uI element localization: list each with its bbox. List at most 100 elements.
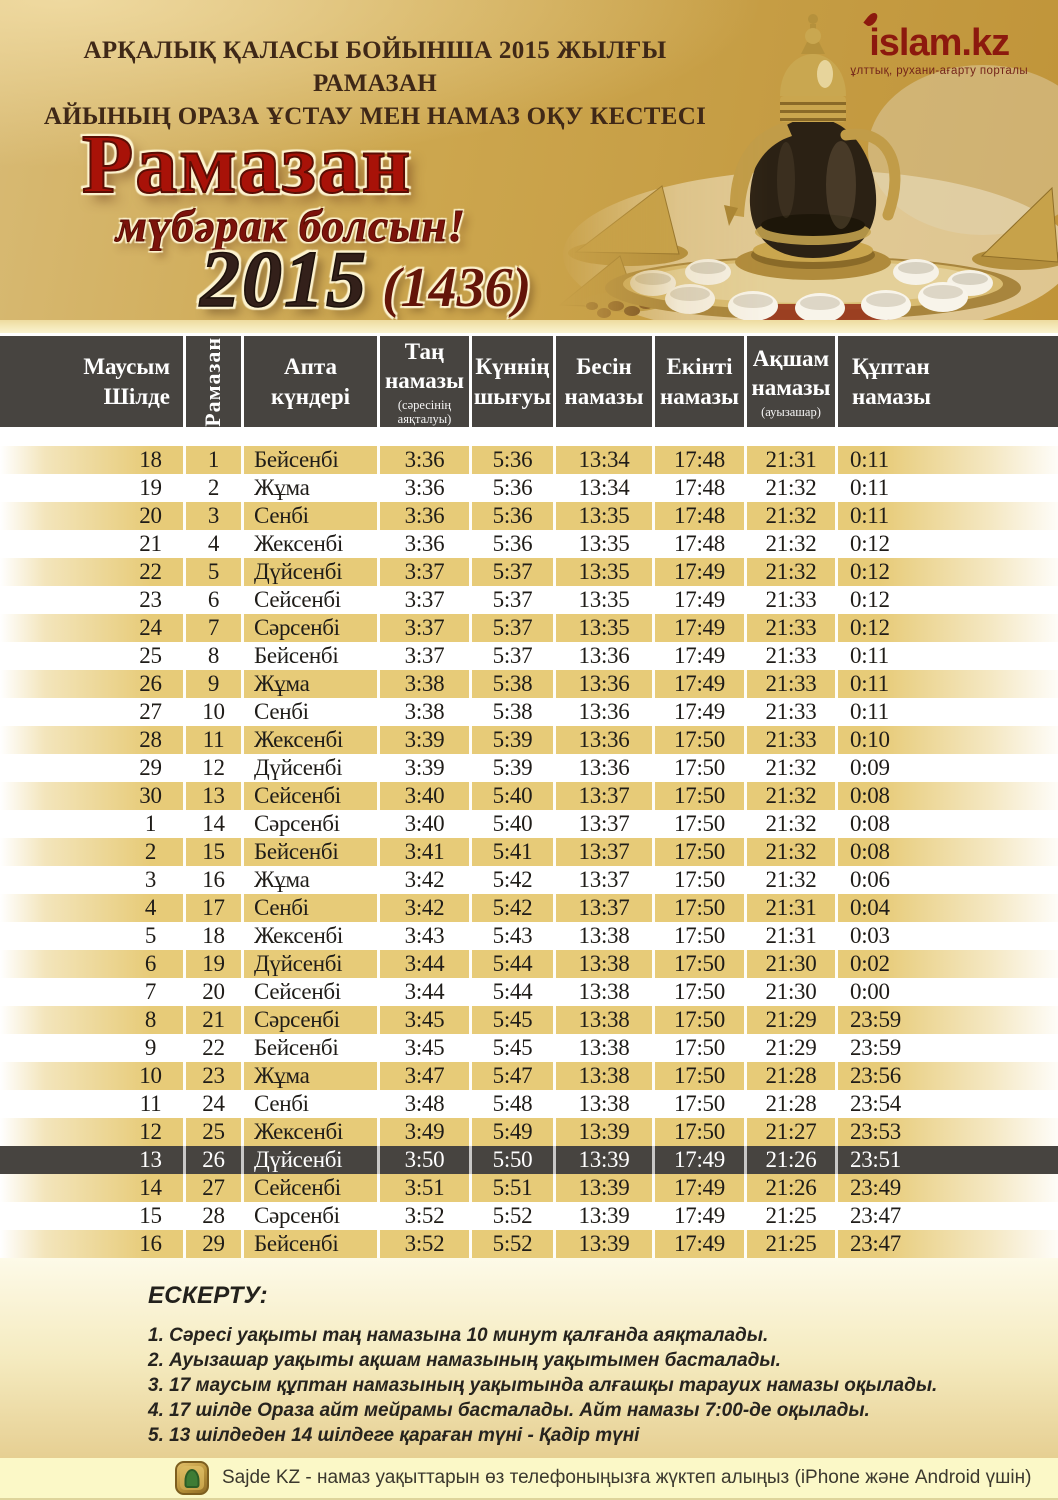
cell-sunrise: 5:51 [469,1174,553,1202]
cell-isha: 0:12 [835,614,1058,642]
cell-weekday: Жексенбі [241,922,377,950]
table-row: 4 17 Сенбі 3:42 5:42 13:37 17:50 21:31 0:04 [0,894,1058,922]
column-header-fajr: Таң намазы (сәресінің аяқталуы) [377,336,469,427]
cell-asr: 17:49 [652,642,744,670]
cell-sunrise: 5:41 [469,838,553,866]
cell-maghrib: 21:32 [744,754,835,782]
cell-isha: 0:06 [835,866,1058,894]
title-mubarak: мүбәрак болсын! [116,201,466,252]
cell-weekday: Дүйсенбі [241,1146,377,1174]
title-year: 2015 [199,236,368,320]
table-row: 11 24 Сенбі 3:48 5:48 13:38 17:50 21:28 23:54 [0,1090,1058,1118]
table-row: 29 12 Дүйсенбі 3:39 5:39 13:36 17:50 21:32 0:09 [0,754,1058,782]
cell-june-july: 1 [144,811,157,836]
cell-dhuhr: 13:39 [553,1230,652,1258]
cell-fajr: 3:36 [377,502,469,530]
cell-dhuhr: 13:39 [553,1202,652,1230]
note-item: 2. Ауызашар уақыты ақшам намазының уақыт… [148,1350,781,1371]
cell-fajr: 3:37 [377,558,469,586]
table-row: 10 23 Жұма 3:47 5:47 13:38 17:50 21:28 23:56 [0,1062,1058,1090]
cell-isha: 0:08 [835,810,1058,838]
cell-dhuhr: 13:37 [553,810,652,838]
cell-sunrise: 5:44 [469,950,553,978]
cell-fajr: 3:40 [377,782,469,810]
column-header-june-july: Маусым Шілде [0,336,183,427]
note-item: 4. 17 шілде Ораза айт мейрамы басталады.… [148,1400,870,1421]
cell-asr: 17:49 [652,1230,744,1258]
table-row: 8 21 Сәрсенбі 3:45 5:45 13:38 17:50 21:29 23:59 [0,1006,1058,1034]
teapot-photo [558,0,1058,320]
cell-fajr: 3:42 [377,866,469,894]
cell-ramadan: 19 [183,950,241,978]
cell-sunrise: 5:36 [469,474,553,502]
cell-fajr: 3:52 [377,1230,469,1258]
cell-sunrise: 5:36 [469,502,553,530]
cell-isha: 0:11 [835,670,1058,698]
table-body: 18 1 Бейсенбі 3:36 5:36 13:34 17:48 21:31 0:11 19… [0,446,1058,1258]
cell-weekday: Сәрсенбі [241,1006,377,1034]
cell-weekday: Дүйсенбі [241,558,377,586]
cell-dhuhr: 13:37 [553,838,652,866]
table-row: 27 10 Сенбі 3:38 5:38 13:36 17:49 21:33 0:11 [0,698,1058,726]
cell-maghrib: 21:31 [744,894,835,922]
cell-ramadan: 20 [183,978,241,1006]
poster-heading-line2: АЙЫНЫҢ ОРАЗА ҰСТАУ МЕН НАМАЗ ОҚУ КЕСТЕСІ [43,103,707,130]
cell-maghrib: 21:33 [744,670,835,698]
cell-june-july: 12 [139,1119,162,1144]
cell-weekday: Сенбі [241,502,377,530]
cell-maghrib: 21:26 [744,1146,835,1174]
cell-isha: 0:00 [835,978,1058,1006]
cell-isha: 0:11 [835,502,1058,530]
cell-june-july: 27 [139,699,162,724]
table-row: 25 8 Бейсенбі 3:37 5:37 13:36 17:49 21:33 0:11 [0,642,1058,670]
note-item: 3. 17 маусым құптан намазының уақытында … [148,1375,938,1396]
cell-june-july: 3 [144,867,157,892]
cell-isha: 0:11 [835,698,1058,726]
cell-weekday: Сенбі [241,698,377,726]
cell-sunrise: 5:39 [469,754,553,782]
table-row: 7 20 Сейсенбі 3:44 5:44 13:38 17:50 21:30 0:00 [0,978,1058,1006]
cell-asr: 17:50 [652,1090,744,1118]
table-row: 3 16 Жұма 3:42 5:42 13:37 17:50 21:32 0:06 [0,866,1058,894]
table-row: 12 25 Жексенбі 3:49 5:49 13:39 17:50 21:27 23:53 [0,1118,1058,1146]
cell-sunrise: 5:44 [469,978,553,1006]
cell-weekday: Дүйсенбі [241,950,377,978]
cell-maghrib: 21:28 [744,1062,835,1090]
cell-sunrise: 5:36 [469,530,553,558]
cell-maghrib: 21:33 [744,614,835,642]
cell-weekday: Сәрсенбі [241,810,377,838]
cell-dhuhr: 13:38 [553,1090,652,1118]
cell-isha: 23:47 [835,1202,1058,1230]
cell-dhuhr: 13:38 [553,978,652,1006]
cell-sunrise: 5:52 [469,1230,553,1258]
cell-ramadan: 18 [183,922,241,950]
cell-isha: 23:59 [835,1034,1058,1062]
cell-weekday: Жексенбі [241,1118,377,1146]
cell-dhuhr: 13:36 [553,670,652,698]
table-row: 20 3 Сенбі 3:36 5:36 13:35 17:48 21:32 0:11 [0,502,1058,530]
banner: АРҚАЛЫҚ ҚАЛАСЫ БОЙЫНША 2015 ЖЫЛҒЫ РАМАЗА… [0,0,1058,320]
cell-june-july: 16 [139,1231,162,1256]
cell-asr: 17:50 [652,726,744,754]
cell-dhuhr: 13:39 [553,1174,652,1202]
cell-ramadan: 1 [183,446,241,474]
cell-ramadan: 6 [183,586,241,614]
cell-isha: 0:02 [835,950,1058,978]
cell-sunrise: 5:38 [469,670,553,698]
cell-june-july: 23 [139,587,162,612]
cell-maghrib: 21:29 [744,1006,835,1034]
cell-sunrise: 5:45 [469,1034,553,1062]
cell-maghrib: 21:32 [744,866,835,894]
cell-dhuhr: 13:36 [553,754,652,782]
table-header: Маусым Шілде Рамазан Апта күндері Таң намазы (с… [0,333,1058,430]
cell-isha: 23:59 [835,1006,1058,1034]
cell-ramadan: 7 [183,614,241,642]
cell-fajr: 3:43 [377,922,469,950]
cell-asr: 17:48 [652,502,744,530]
cell-asr: 17:49 [652,558,744,586]
cell-maghrib: 21:26 [744,1174,835,1202]
cell-june-july: 19 [139,475,162,500]
cell-june-july: 26 [139,671,162,696]
table-row: 16 29 Бейсенбі 3:52 5:52 13:39 17:49 21:25 23:47 [0,1230,1058,1258]
column-header-sunrise: Күннің шығуы [469,336,553,427]
